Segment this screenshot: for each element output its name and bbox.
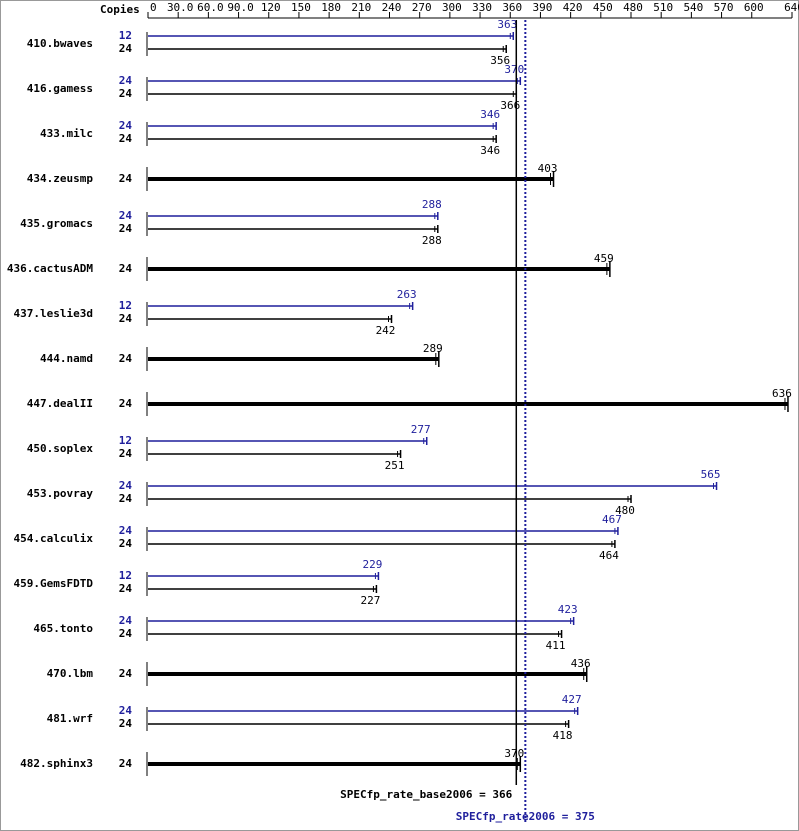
benchmark-label: 465.tonto bbox=[33, 622, 93, 635]
x-tick-label: 120 bbox=[261, 1, 281, 14]
x-tick-label: 0 bbox=[150, 1, 157, 14]
copies-label: 24 bbox=[119, 447, 133, 460]
copies-label: 24 bbox=[119, 667, 133, 680]
copies-label: 24 bbox=[119, 614, 133, 627]
x-tick-label: 570 bbox=[714, 1, 734, 14]
benchmark-label: 450.soplex bbox=[27, 442, 94, 455]
benchmark-label: 433.milc bbox=[40, 127, 93, 140]
benchmark-label: 447.dealII bbox=[27, 397, 93, 410]
x-tick-label: 600 bbox=[744, 1, 764, 14]
benchmark-label: 459.GemsFDTD bbox=[14, 577, 94, 590]
benchmark-label: 435.gromacs bbox=[20, 217, 93, 230]
value-label: 288 bbox=[422, 234, 442, 247]
copies-header: Copies bbox=[100, 3, 140, 16]
value-label: 251 bbox=[385, 459, 405, 472]
value-label: 459 bbox=[594, 252, 614, 265]
x-tick-label: 270 bbox=[412, 1, 432, 14]
value-label: 427 bbox=[562, 693, 582, 706]
copies-label: 24 bbox=[119, 74, 133, 87]
copies-label: 12 bbox=[119, 299, 132, 312]
reference-label: SPECfp_rate_base2006 = 366 bbox=[340, 788, 513, 801]
x-tick-label: 360 bbox=[502, 1, 522, 14]
x-tick-label: 210 bbox=[351, 1, 371, 14]
copies-label: 24 bbox=[119, 397, 133, 410]
x-tick-label: 450 bbox=[593, 1, 613, 14]
value-label: 356 bbox=[490, 54, 510, 67]
value-label: 288 bbox=[422, 198, 442, 211]
copies-label: 24 bbox=[119, 132, 133, 145]
copies-label: 24 bbox=[119, 119, 133, 132]
benchmark-label: 454.calculix bbox=[14, 532, 94, 545]
copies-label: 24 bbox=[119, 524, 133, 537]
copies-label: 12 bbox=[119, 569, 132, 582]
x-tick-label: 90.0 bbox=[227, 1, 254, 14]
copies-label: 24 bbox=[119, 222, 133, 235]
reference-label: SPECfp_rate2006 = 375 bbox=[456, 810, 595, 823]
benchmark-label: 481.wrf bbox=[47, 712, 93, 725]
value-label: 363 bbox=[497, 18, 517, 31]
value-label: 565 bbox=[701, 468, 721, 481]
x-tick-label: 330 bbox=[472, 1, 492, 14]
benchmark-label: 416.gamess bbox=[27, 82, 93, 95]
value-label: 418 bbox=[553, 729, 573, 742]
copies-label: 12 bbox=[119, 29, 132, 42]
copies-label: 24 bbox=[119, 42, 133, 55]
benchmark-label: 453.povray bbox=[27, 487, 94, 500]
value-label: 464 bbox=[599, 549, 619, 562]
copies-label: 24 bbox=[119, 479, 133, 492]
copies-label: 24 bbox=[119, 262, 133, 275]
x-tick-label: 240 bbox=[382, 1, 402, 14]
copies-label: 24 bbox=[119, 627, 133, 640]
x-tick-label: 510 bbox=[653, 1, 673, 14]
copies-label: 24 bbox=[119, 209, 133, 222]
x-tick-label: 30.0 bbox=[167, 1, 194, 14]
value-label: 277 bbox=[411, 423, 431, 436]
value-label: 366 bbox=[500, 99, 520, 112]
x-tick-label: 60.0 bbox=[197, 1, 224, 14]
value-label: 467 bbox=[602, 513, 622, 526]
benchmark-label: 436.cactusADM bbox=[7, 262, 93, 275]
copies-label: 24 bbox=[119, 87, 133, 100]
x-tick-label: 640 bbox=[784, 1, 799, 14]
x-tick-label: 420 bbox=[563, 1, 583, 14]
benchmark-label: 437.leslie3d bbox=[14, 307, 93, 320]
value-label: 346 bbox=[480, 108, 500, 121]
benchmark-label: 434.zeusmp bbox=[27, 172, 94, 185]
copies-label: 24 bbox=[119, 757, 133, 770]
value-label: 411 bbox=[546, 639, 566, 652]
value-label: 227 bbox=[360, 594, 380, 607]
copies-label: 24 bbox=[119, 312, 133, 325]
benchmark-label: 444.namd bbox=[40, 352, 93, 365]
x-tick-label: 180 bbox=[321, 1, 341, 14]
value-label: 263 bbox=[397, 288, 417, 301]
value-label: 346 bbox=[480, 144, 500, 157]
benchmark-label: 470.lbm bbox=[47, 667, 94, 680]
value-label: 403 bbox=[538, 162, 558, 175]
x-tick-label: 540 bbox=[683, 1, 703, 14]
x-tick-label: 150 bbox=[291, 1, 311, 14]
value-label: 229 bbox=[362, 558, 382, 571]
value-label: 289 bbox=[423, 342, 443, 355]
value-label: 480 bbox=[615, 504, 635, 517]
benchmark-label: 410.bwaves bbox=[27, 37, 93, 50]
value-label: 436 bbox=[571, 657, 591, 670]
copies-label: 24 bbox=[119, 717, 133, 730]
copies-label: 12 bbox=[119, 434, 132, 447]
copies-label: 24 bbox=[119, 704, 133, 717]
copies-label: 24 bbox=[119, 537, 133, 550]
value-label: 370 bbox=[504, 747, 524, 760]
copies-label: 24 bbox=[119, 352, 133, 365]
x-tick-label: 480 bbox=[623, 1, 643, 14]
value-label: 242 bbox=[376, 324, 396, 337]
benchmark-label: 482.sphinx3 bbox=[20, 757, 93, 770]
copies-label: 24 bbox=[119, 582, 133, 595]
x-tick-label: 300 bbox=[442, 1, 462, 14]
copies-label: 24 bbox=[119, 172, 133, 185]
value-label: 636 bbox=[772, 387, 792, 400]
copies-label: 24 bbox=[119, 492, 133, 505]
value-label: 370 bbox=[504, 63, 524, 76]
x-tick-label: 390 bbox=[533, 1, 553, 14]
value-label: 423 bbox=[558, 603, 578, 616]
